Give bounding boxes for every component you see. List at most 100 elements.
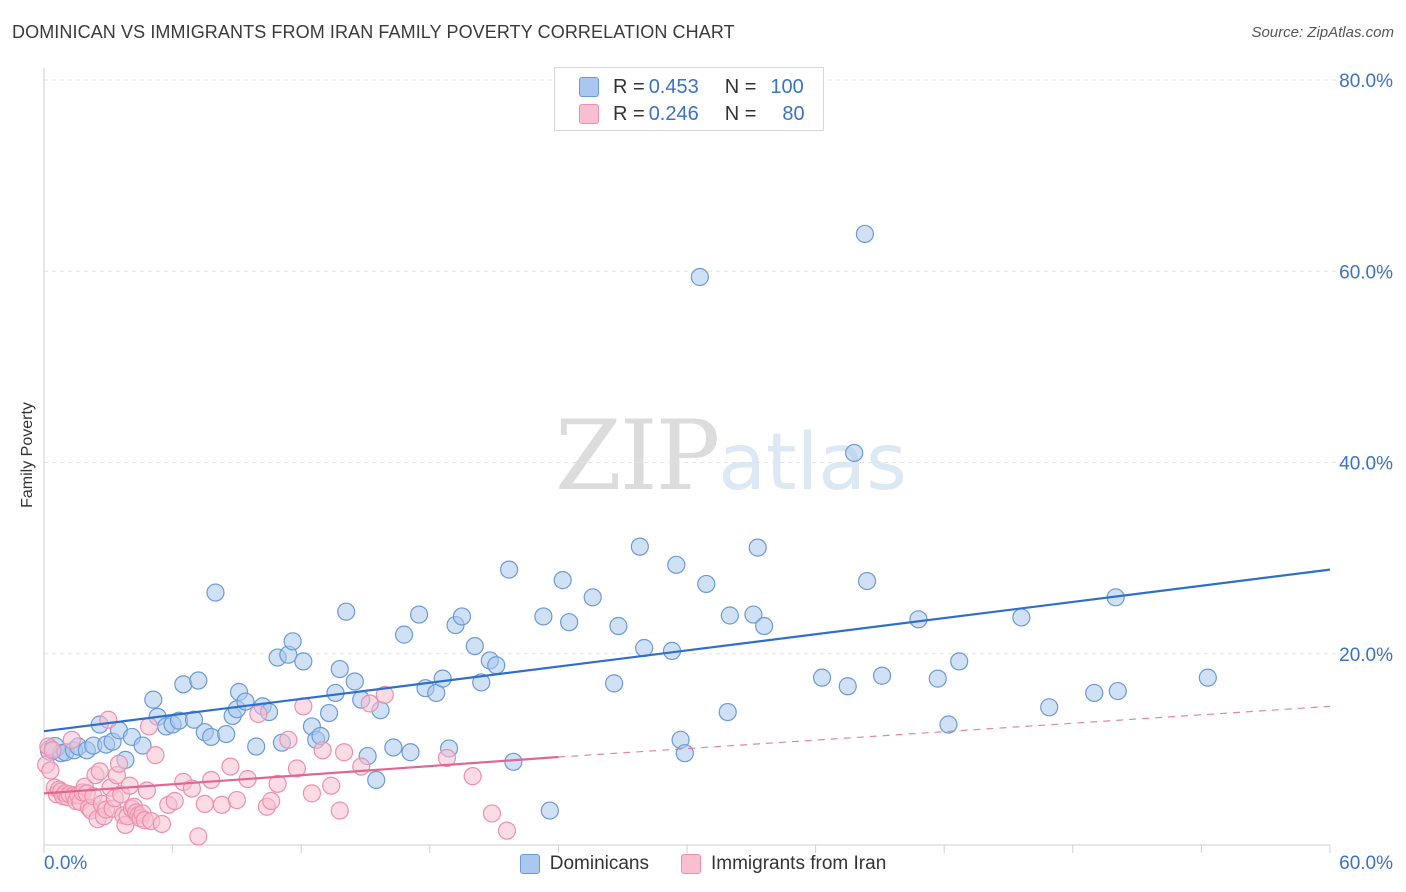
point-iran [313,741,332,760]
point-iran [322,776,341,795]
legend-swatch-pink [579,104,599,124]
source-label: Source: ZipAtlas.com [1251,24,1394,41]
point-iran [287,759,307,778]
point-iran [268,774,287,793]
point-dominicans [812,668,832,687]
point-dominicans [1108,681,1127,701]
point-dominicans [202,727,221,747]
point-iran [279,730,298,749]
point-iran [195,794,214,813]
point-iran [137,781,156,800]
point-iran [330,801,349,820]
point-iran [352,757,371,776]
legend-r-label: R = [613,102,645,125]
x-tick-label: 0.0% [44,853,87,874]
point-dominicans [690,267,709,287]
point-iran [99,710,118,729]
point-iran [227,790,246,810]
point-dominicans [675,744,694,763]
y-tick-label: 60.0% [1339,262,1393,283]
point-dominicans [744,605,763,624]
y-tick-label: 40.0% [1339,454,1393,475]
point-dominicans [319,703,339,723]
point-iran [302,784,322,803]
point-dominicans [487,656,506,675]
legend-r-value: 0.246 [648,102,699,125]
legend-n-value: 100 [770,75,804,98]
point-dominicans [718,702,737,722]
point-iran [189,827,208,846]
point-dominicans [337,602,356,621]
x-tick-label: 60.0% [1339,853,1393,874]
point-iran [212,795,231,814]
point-dominicans [345,672,364,691]
point-iran [43,741,62,760]
point-iran [146,746,165,765]
stats-legend: R = 0.453 N = 100 R = 0.246 N = 80 [554,67,824,131]
trendline-dominicans [43,568,1331,733]
point-dominicans [560,613,579,632]
point-dominicans [144,690,163,709]
point-dominicans [247,737,266,756]
point-dominicans [553,571,572,590]
point-dominicans [845,443,864,463]
point-dominicans [838,677,857,696]
point-iran [262,791,281,811]
legend-row-iran: R = 0.246 N = 80 [579,102,805,126]
point-dominicans [1040,698,1059,717]
point-dominicans [465,636,484,656]
point-dominicans [206,583,225,602]
point-dominicans [330,659,349,679]
point-dominicans [630,537,649,556]
legend-swatch-blue [519,854,540,874]
series-legend: Dominicans Immigrants from Iran [0,851,1406,877]
point-dominicans [384,738,403,757]
point-dominicans [950,652,969,671]
legend-n-label: N = [724,102,757,125]
point-iran [202,770,221,790]
point-iran [41,761,60,780]
point-dominicans [500,560,519,579]
chart-title: DOMINICAN VS IMMIGRANTS FROM IRAN FAMILY… [12,22,735,42]
point-dominicans [928,669,947,688]
point-dominicans [939,715,958,734]
point-dominicans [540,801,559,820]
point-iran [152,814,171,834]
legend-n-label: N = [724,75,757,98]
point-dominicans [283,632,302,651]
point-iran [90,762,109,781]
point-dominicans [189,671,208,690]
point-dominicans [401,743,420,762]
point-dominicans [394,625,414,644]
point-dominicans [409,605,429,624]
point-iran [139,717,159,736]
point-dominicans [855,224,874,244]
point-iran [221,757,240,776]
point-dominicans [1198,668,1217,687]
point-dominicans [605,674,624,693]
point-iran [182,779,201,798]
point-iran [463,767,482,786]
point-dominicans [720,606,739,625]
point-dominicans [294,652,313,671]
legend-n-value: 80 [782,102,805,125]
point-dominicans [217,724,236,744]
point-dominicans [857,571,877,591]
legend-r-label: R = [613,75,645,98]
y-tick-label: 80.0% [1339,71,1393,92]
point-dominicans [609,616,628,636]
point-iran [120,776,139,795]
point-iran [249,704,268,724]
point-dominicans [872,666,892,685]
point-iran [497,821,517,840]
point-iran [165,791,184,811]
point-dominicans [184,710,204,729]
legend-row-dominicans: R = 0.453 N = 100 [579,75,804,99]
legend-label-iran: Immigrants from Iran [711,853,887,874]
legend-r-value: 0.453 [648,75,699,98]
point-dominicans [133,736,152,755]
y-tick-label: 20.0% [1339,645,1393,666]
point-iran [375,685,394,704]
point-dominicans [909,610,928,629]
